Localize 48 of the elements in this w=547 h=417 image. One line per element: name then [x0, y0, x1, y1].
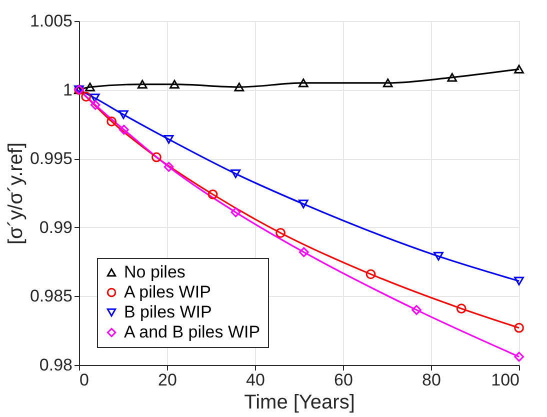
point	[514, 276, 524, 286]
point	[230, 169, 241, 178]
point	[208, 189, 218, 200]
y-axis-title: [σ´y/σ´y.ref]	[4, 142, 27, 245]
point	[106, 116, 116, 126]
point	[382, 78, 393, 88]
x-tick-label: 80	[422, 370, 441, 390]
point	[514, 352, 524, 362]
x-tick-label: 0	[80, 370, 89, 390]
point	[412, 305, 422, 315]
point	[81, 92, 91, 102]
point	[234, 82, 244, 92]
point	[514, 322, 524, 333]
point	[276, 228, 286, 238]
point	[152, 152, 162, 162]
legend-label: No piles	[124, 262, 186, 282]
x-tick-label: 40	[246, 370, 265, 390]
y-tick-label: 0.985	[30, 286, 72, 306]
point	[164, 134, 174, 144]
point	[118, 110, 128, 119]
point	[447, 73, 458, 82]
point	[298, 247, 309, 258]
point	[164, 162, 174, 172]
point	[90, 94, 100, 102]
point	[137, 80, 148, 89]
point	[298, 78, 308, 88]
point	[90, 100, 100, 110]
x-tick-label: 100	[491, 370, 520, 390]
point	[118, 124, 129, 135]
x-tick-label: 20	[158, 370, 177, 390]
legend-label: A piles WIP	[124, 282, 211, 302]
legend-label: A and B piles WIP	[124, 322, 260, 342]
point	[434, 252, 444, 261]
y-tick-label: 1.005	[30, 12, 72, 30]
point	[514, 64, 524, 74]
point	[85, 82, 95, 92]
point	[170, 80, 180, 89]
y-tick-label: 0.99	[39, 218, 72, 237]
legend-label: B piles WIP	[124, 302, 212, 322]
x-axis-title: Time [Years]	[244, 392, 355, 414]
y-tick-label: 0.98	[39, 356, 72, 374]
point	[230, 207, 241, 218]
y-tick-label: 1	[63, 80, 72, 100]
y-tick-label: 0.995	[30, 149, 72, 168]
point	[456, 304, 466, 314]
point	[366, 269, 376, 280]
point	[298, 200, 308, 208]
x-tick-label: 60	[334, 370, 353, 390]
